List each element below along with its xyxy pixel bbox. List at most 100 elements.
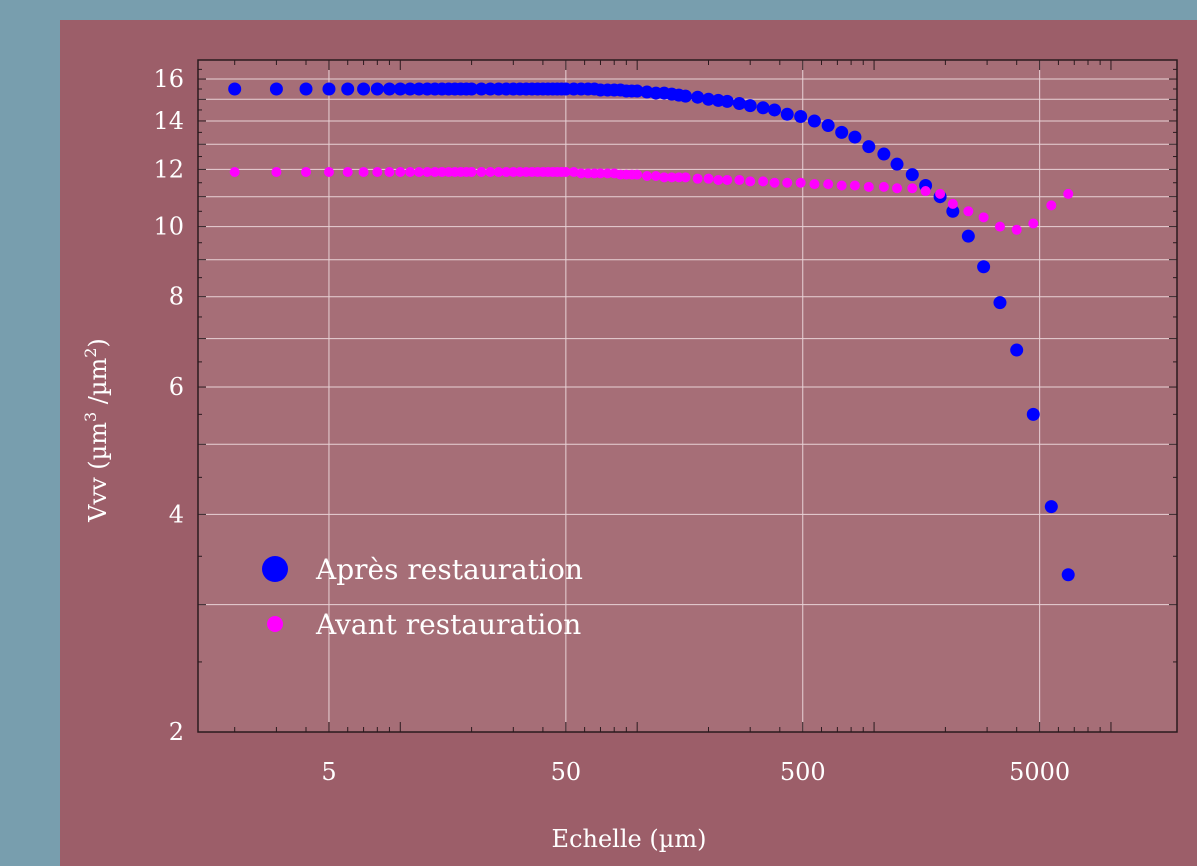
data-point <box>632 169 643 180</box>
data-point <box>403 82 417 96</box>
data-point <box>384 166 395 177</box>
data-point <box>848 130 862 144</box>
y-tick-label: 2 <box>169 718 184 746</box>
data-point <box>641 170 652 181</box>
scatter-chart: 5 50 500 5000 2 4 6 8 10 12 14 16 Echelle (µm) Vvv … <box>81 59 1178 853</box>
data-point <box>732 97 746 111</box>
data-point <box>745 176 756 187</box>
data-point <box>758 176 769 187</box>
data-point <box>905 168 919 182</box>
y-tick-label: 14 <box>153 107 184 135</box>
data-point <box>595 168 606 179</box>
data-point <box>476 166 487 177</box>
y-tick-label: 16 <box>153 65 184 93</box>
y-axis-title: Vvv (µm3 /µm2) <box>81 338 112 523</box>
data-points <box>228 82 1075 582</box>
plot-frame <box>197 59 1178 733</box>
chart-panel: 5 50 500 5000 2 4 6 8 10 12 14 16 Echelle (µm) Vvv … <box>60 20 1197 866</box>
data-point <box>485 166 496 177</box>
data-point <box>993 296 1007 310</box>
data-point <box>666 172 677 183</box>
data-point <box>493 166 504 177</box>
data-point <box>836 180 847 191</box>
plot-border <box>197 59 1178 733</box>
data-point <box>1061 568 1075 582</box>
data-point <box>393 82 407 96</box>
data-point <box>703 173 714 184</box>
data-point <box>835 125 849 139</box>
data-point <box>405 166 416 177</box>
x-axis-title: Echelle (µm) <box>552 825 707 853</box>
data-point <box>947 198 958 209</box>
data-point <box>907 183 918 194</box>
data-point <box>1063 188 1074 199</box>
y-tick-label: 12 <box>153 155 184 183</box>
data-point <box>978 212 989 223</box>
data-point <box>946 204 960 218</box>
data-point <box>769 177 780 188</box>
data-point <box>809 179 820 190</box>
data-point <box>862 140 876 154</box>
y-tick-label: 4 <box>169 500 184 528</box>
data-point <box>878 181 889 192</box>
data-point <box>821 118 835 132</box>
legend-label-avant: Avant restauration <box>315 608 581 641</box>
x-tick-label: 500 <box>780 758 826 786</box>
legend-label-apres: Après restauration <box>315 553 583 586</box>
data-point <box>794 110 808 124</box>
data-point <box>576 168 587 179</box>
data-point <box>720 94 734 108</box>
data-point <box>994 221 1005 232</box>
data-point <box>299 82 313 96</box>
data-point <box>382 82 396 96</box>
series-avant <box>229 166 1074 235</box>
data-point <box>722 175 733 186</box>
data-point <box>323 166 334 177</box>
data-point <box>358 166 369 177</box>
data-point <box>229 166 240 177</box>
data-point <box>1026 407 1040 421</box>
legend-marker-avant <box>267 616 283 632</box>
legend: Après restauration Avant restauration <box>262 553 583 641</box>
data-point <box>679 89 693 103</box>
data-point <box>935 188 946 199</box>
data-point <box>271 166 282 177</box>
data-point <box>863 181 874 192</box>
data-point <box>1044 500 1058 514</box>
data-point <box>357 82 371 96</box>
data-point <box>877 147 891 161</box>
data-point <box>1010 343 1024 357</box>
data-point <box>691 90 705 104</box>
data-point <box>466 166 477 177</box>
y-tick-label: 6 <box>169 373 184 401</box>
data-point <box>1028 218 1039 229</box>
data-point <box>977 260 991 274</box>
data-point <box>395 166 406 177</box>
data-point <box>228 82 242 96</box>
y-tick-label: 10 <box>153 213 184 241</box>
data-point <box>734 175 745 186</box>
data-point <box>795 177 806 188</box>
data-point <box>713 175 724 186</box>
data-point <box>560 166 571 177</box>
data-point <box>370 82 384 96</box>
data-point <box>501 166 512 177</box>
data-point <box>341 82 355 96</box>
data-point <box>692 173 703 184</box>
data-point <box>768 103 782 117</box>
x-tick-label: 50 <box>551 758 582 786</box>
data-point <box>429 166 440 177</box>
y-axis-title-mid: /µm <box>84 358 112 412</box>
data-point <box>301 166 312 177</box>
x-tick-label: 5 <box>321 758 336 786</box>
data-point <box>465 82 479 96</box>
data-point <box>780 107 794 121</box>
y-axis-title-main: Vvv (µm <box>84 422 112 523</box>
data-point <box>701 92 715 106</box>
data-point <box>890 157 904 171</box>
series-apres <box>228 82 1075 582</box>
x-tick-label: 5000 <box>1009 758 1070 786</box>
legend-marker-apres <box>262 556 288 582</box>
data-point <box>322 82 336 96</box>
y-axis-title-sup1: 3 <box>81 412 100 422</box>
